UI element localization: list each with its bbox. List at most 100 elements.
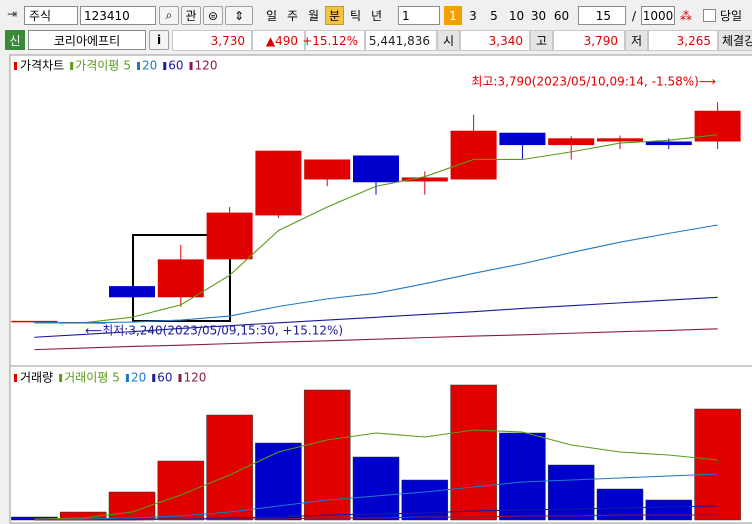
trade-label: 체결강 [718,30,752,51]
period-button[interactable]: 틱 [349,9,362,23]
pages-input[interactable]: 15 [578,6,626,25]
candle-body [11,320,58,323]
today: 당일 [720,9,743,23]
interval-button[interactable]: 5 [490,8,498,23]
legend-title: 거래량 [20,371,53,385]
high: 3,790 [553,30,625,51]
search-button[interactable]: ⌕ [159,6,179,25]
watch-button[interactable]: 관 [181,6,201,25]
interval-button[interactable]: 1 [444,6,462,25]
period-button[interactable]: 주 [286,9,299,23]
sep: / [631,8,637,23]
legend-item: 5 [123,59,131,73]
moving-average [34,134,718,324]
period-button[interactable]: 월 [307,9,320,23]
open-label: 시 [437,30,460,51]
price: 3,730 [172,30,252,51]
volume-bar [352,456,400,521]
candle-body [304,159,351,180]
moving-average [34,473,718,521]
interval-button[interactable]: 10 [508,8,525,23]
spin-button[interactable]: ⇕ [225,6,253,25]
moving-average [34,224,718,324]
candle-body [157,259,204,298]
legend-item: 5 [112,371,120,385]
low-label: 저 [625,30,648,51]
interval-button[interactable]: 3 [469,8,477,23]
interval-button[interactable]: 60 [553,8,570,23]
legend-item: 60 [168,59,183,73]
legend-ma-title: 가격이평 [75,59,119,73]
moving-average [34,328,718,351]
legend-swatch [14,62,17,70]
volume-bar [255,442,302,521]
legend-swatch [152,374,156,382]
volume-bar [499,432,546,521]
legend-swatch [163,62,167,70]
moving-average [34,296,718,338]
change: ▲490 [252,30,305,51]
pages: 15 [595,8,611,23]
market: 주식 [29,9,52,23]
candle-body [450,130,497,180]
legend-swatch [70,62,74,70]
volume: 5,441,836 [365,30,437,51]
info: i [156,33,162,47]
code-input[interactable]: 123410 [80,6,156,25]
interval-button[interactable]: 30 [530,8,547,23]
legend-item: 120 [195,59,218,73]
rate: +15.12% [302,30,365,51]
period-button[interactable]: 년 [370,9,383,23]
volume-bar [547,464,595,521]
volume-bar [401,479,449,521]
legend-item: 60 [157,371,172,385]
market-select[interactable]: 주식 [24,6,78,25]
low-annotation: ⟵최저:3,240(2023/05/09,15:30, +15.12%) [85,324,343,338]
count-select[interactable]: 1 [398,6,440,25]
legend-swatch [136,62,140,70]
low: 3,265 [648,30,718,51]
period-button[interactable]: 분 [325,6,344,25]
watch: 관 [185,9,197,23]
legend-ma-title: 거래이평 [64,371,108,385]
total: 1000 [642,8,674,23]
period-button[interactable]: 일 [265,9,278,23]
info-button[interactable]: i [149,30,169,50]
total-input[interactable]: 1000 [641,6,675,25]
candle-body [597,138,643,142]
candle-body [109,286,155,298]
candle-body [548,138,595,146]
candle-body [499,132,546,146]
candle-body [255,150,302,216]
candle-body [353,155,399,183]
volume-bar [645,499,693,521]
moving-average [34,514,718,521]
legend-item: 20 [131,371,146,385]
count: 1 [402,8,410,23]
code: 123410 [84,8,130,23]
stock-name: 코리아에프티 [28,30,146,50]
settings-icon[interactable]: ⁂ [680,8,692,23]
high-label: 고 [530,30,553,51]
volume-bar [157,460,205,521]
today-checkbox[interactable] [703,9,716,22]
menu-icon[interactable]: ⇥ [6,7,18,21]
highlight-box [132,234,231,322]
legend-item: 120 [184,371,207,385]
legend-swatch [189,62,193,70]
moving-average [34,429,718,520]
badge: 신 [5,30,25,50]
high-annotation: 최고:3,790(2023/05/10,09:14, -1.58%)⟶ [471,75,716,89]
legend-swatch [14,374,17,382]
chart-area: 가격차트 가격이평 5 20 60 120 최고:3,790(2023/05/10,09:1… [9,54,752,524]
volume-bar [694,408,741,521]
candle-body [206,212,253,260]
legend-swatch [59,374,63,382]
volume-bar [108,491,156,521]
open: 3,340 [460,30,530,51]
moving-average [34,505,718,521]
prev-button[interactable]: ⊜ [203,6,223,25]
legend-swatch [178,374,182,382]
volume-bar [450,384,497,521]
